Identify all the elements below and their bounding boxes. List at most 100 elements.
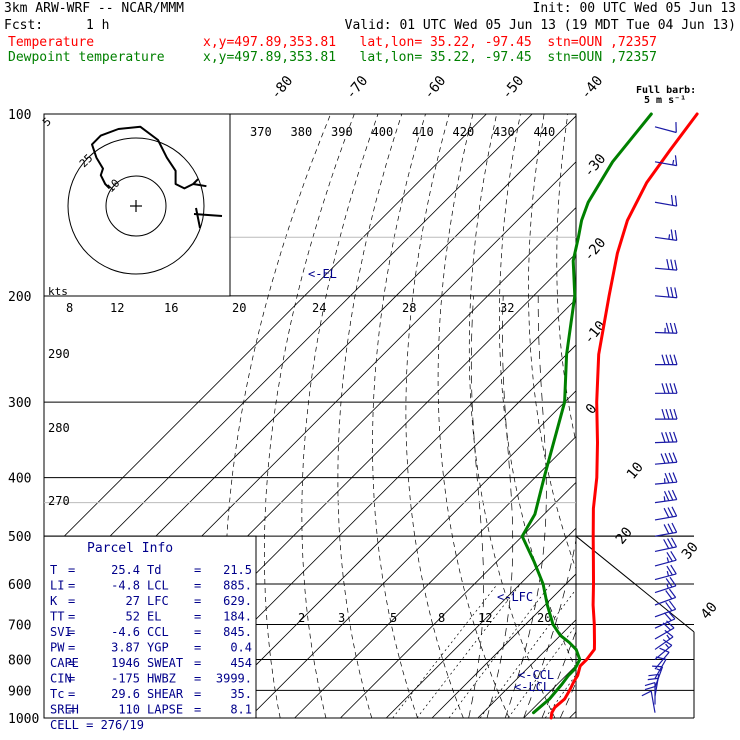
isotherm-label: -50 <box>499 73 528 103</box>
moist-adiabat-label: 24 <box>312 301 326 315</box>
barb-flag <box>669 354 674 365</box>
barb-flag <box>671 522 678 533</box>
mixing-ratio-label: 20 <box>537 611 551 625</box>
barb-shaft <box>654 331 678 334</box>
theta-label: 370 <box>250 125 272 139</box>
pressure-label: 1000 <box>8 712 39 727</box>
parcel-info-value: -4.6 <box>111 625 140 639</box>
moist-adiabat-label: 32 <box>500 301 514 315</box>
parcel-info-eq: = <box>68 656 75 670</box>
dry-adiabat-line <box>584 114 738 718</box>
isotherm-line <box>294 436 576 718</box>
parcel-info-value: 8.1 <box>230 703 252 717</box>
parcel-info-eq: = <box>194 625 201 639</box>
wind-barb <box>654 564 677 581</box>
barb-flag <box>673 354 678 365</box>
barb-shaft <box>654 636 674 650</box>
dry-adiabat-line <box>528 114 576 570</box>
ccl-marker: <-CCL <box>518 668 554 682</box>
barb-flag <box>663 524 670 535</box>
parcel-info-eq: = <box>194 579 201 593</box>
barb-flag <box>674 155 678 166</box>
moist-adiabat-line <box>579 296 740 718</box>
theta-label: 430 <box>493 125 515 139</box>
wind-barb <box>654 472 678 485</box>
parcel-info-value: 629. <box>223 594 252 608</box>
barb-half-flag <box>666 634 671 640</box>
barb-flag <box>663 539 670 549</box>
barb-flag <box>672 472 678 483</box>
barb-half-flag <box>665 643 670 649</box>
barb-flag <box>668 452 674 463</box>
wind-barb <box>654 600 677 618</box>
hodograph-ring <box>105 175 167 237</box>
parcel-info-key: TT <box>50 610 64 624</box>
barb-half-flag <box>666 583 669 589</box>
dry-adiabat-line <box>734 114 740 718</box>
barb-flag <box>659 647 670 653</box>
barb-flag <box>668 600 677 610</box>
barb-flag <box>669 383 674 394</box>
parcel-info-eq: = <box>68 594 75 608</box>
isotherm-line <box>340 481 576 718</box>
barb-flag <box>663 490 670 501</box>
wind-barb <box>655 408 678 420</box>
wind-barb <box>654 576 677 594</box>
wind-barb <box>654 322 678 334</box>
barb-flag <box>670 564 677 575</box>
parcel-info-key: PW <box>50 641 65 655</box>
parcel-info-eq: = <box>68 563 75 577</box>
barb-flag <box>664 472 670 484</box>
hodograph-units: kts <box>48 285 68 298</box>
barb-shaft <box>654 498 677 504</box>
parcel-info-eq: = <box>194 703 201 717</box>
barb-flag <box>669 408 674 420</box>
barb-flag <box>670 259 674 270</box>
pressure-label: 800 <box>8 653 31 668</box>
parcel-info-value: 29.6 <box>111 687 140 701</box>
barb-flag <box>672 452 678 463</box>
parcel-info-key: LI <box>50 579 64 593</box>
parcel-info-eq: = <box>194 563 201 577</box>
mixing-ratio-label: 2 <box>298 611 305 625</box>
barb-flag <box>665 432 670 443</box>
theta-label: 410 <box>412 125 434 139</box>
dry-adiabat-line <box>499 114 576 670</box>
isotherm-line <box>385 527 576 718</box>
barb-flag <box>673 383 678 394</box>
wind-barb <box>654 537 678 553</box>
hodograph-ring <box>67 137 205 275</box>
init-time: Init: 00 UTC Wed 05 Jun 13 <box>532 1 737 16</box>
barb-flag <box>666 565 673 576</box>
wind-barb <box>654 286 678 299</box>
wind-barb <box>647 673 660 697</box>
parcel-info-value: 1946 <box>111 656 140 670</box>
moist-adiabat-label: 16 <box>164 301 178 315</box>
wind-barb <box>655 383 678 394</box>
dewpoint-profile <box>520 112 653 715</box>
moist-adiabat-label: 28 <box>402 301 416 315</box>
mixing-ratio-label: 12 <box>478 611 492 625</box>
isotherm-label: -60 <box>421 73 450 103</box>
barb-flag <box>670 287 674 298</box>
parcel-info-value: 25.4 <box>111 563 140 577</box>
barb-shaft <box>654 618 676 629</box>
barb-flag <box>668 588 677 598</box>
parcel-info-value: 27 <box>126 594 140 608</box>
temperature-profile <box>549 112 699 720</box>
barb-flag <box>669 322 674 334</box>
barb-flag <box>663 612 672 621</box>
lcl-marker: <-LCL <box>514 680 550 694</box>
temperature-location: x,y=497.89,353.81 lat,lon= 35.22, -97.45… <box>203 35 657 50</box>
barb-shaft <box>654 126 677 134</box>
parcel-info-key: CAPE <box>50 656 79 670</box>
barb-flag <box>666 259 670 270</box>
barb-flag <box>661 383 666 394</box>
parcel-info-key: CIN <box>50 672 72 686</box>
barb-shaft <box>654 481 677 485</box>
mixing-ratio-label: 5 <box>390 611 397 625</box>
parcel-info-key: HWBZ <box>147 672 176 686</box>
parcel-info-value: -4.8 <box>111 579 140 593</box>
pressure-label: 500 <box>8 530 31 545</box>
